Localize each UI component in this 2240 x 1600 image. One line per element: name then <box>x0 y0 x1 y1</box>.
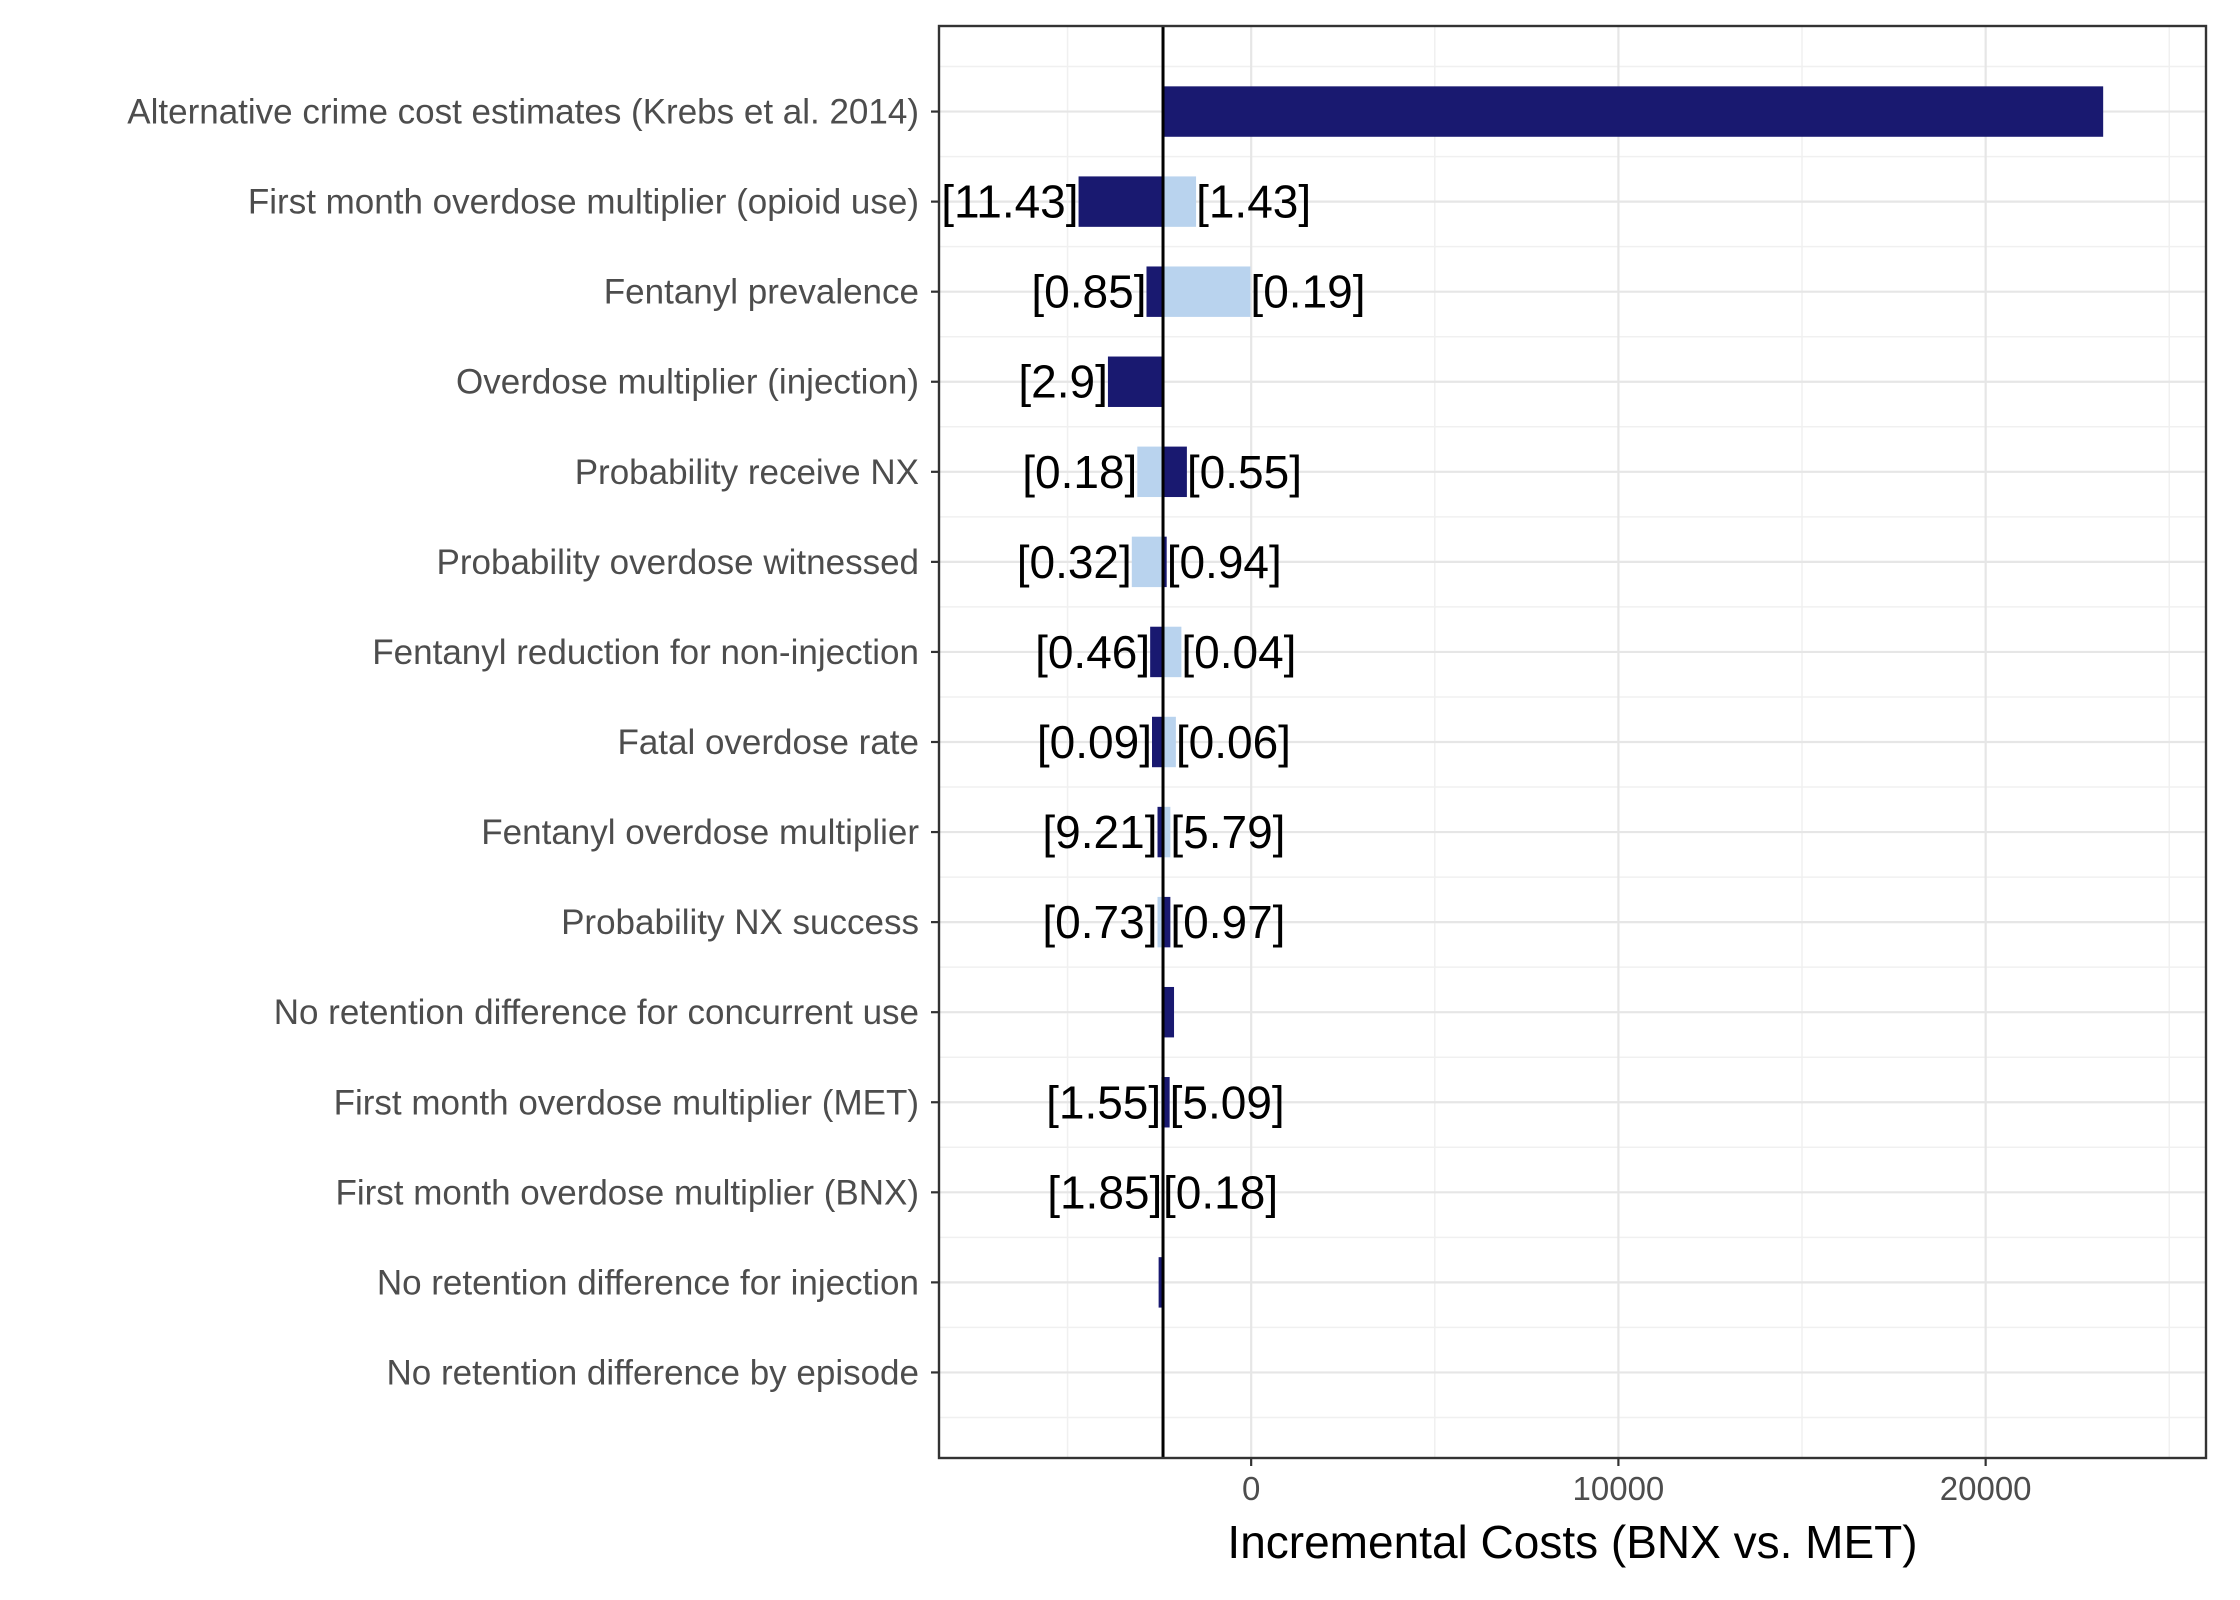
bar-low-label: [11.43] <box>941 176 1078 228</box>
bar-segment <box>1163 266 1251 317</box>
bar-segment <box>1163 1077 1170 1128</box>
x-tick-label: 0 <box>1242 1470 1260 1507</box>
bar-high-label: [0.94] <box>1167 536 1282 588</box>
bar-low-label: [1.55] <box>1046 1076 1161 1128</box>
category-label: Probability overdose witnessed <box>437 543 919 582</box>
bar-low-label: [0.46] <box>1035 626 1150 678</box>
bar-segment <box>1163 446 1187 498</box>
category-label: No retention difference for injection <box>377 1263 919 1302</box>
bar-high-label: [0.04] <box>1181 626 1296 678</box>
bar-low-label: [0.85] <box>1031 266 1146 318</box>
category-axis: Alternative crime cost estimates (Krebs … <box>127 93 939 1392</box>
bar-high-label: [0.19] <box>1250 266 1365 318</box>
bar-segment <box>1107 356 1164 407</box>
bar-segment <box>1163 986 1175 1038</box>
category-label: Probability receive NX <box>575 453 919 492</box>
bars <box>1078 86 2104 1308</box>
bar-segment <box>1152 716 1164 768</box>
category-label: Probability NX success <box>561 903 919 942</box>
x-tick-label: 20000 <box>1940 1470 2032 1507</box>
bar-low-label: [0.32] <box>1017 536 1132 588</box>
bar-segment <box>1137 446 1164 498</box>
category-label: First month overdose multiplier (opioid … <box>248 183 919 222</box>
bar-segment <box>1078 176 1164 227</box>
bar-segment <box>1131 536 1164 588</box>
bar-low-label: [0.09] <box>1037 716 1152 768</box>
bar-high-label: [0.06] <box>1176 716 1291 768</box>
category-label: No retention difference by episode <box>387 1353 920 1392</box>
category-label: Fentanyl reduction for non-injection <box>372 633 919 672</box>
category-label: Fentanyl overdose multiplier <box>481 813 919 852</box>
bar-segment <box>1146 266 1164 317</box>
bar-segment <box>1163 536 1167 588</box>
bar-segment <box>1163 86 2104 137</box>
bar-low-label: [9.21] <box>1042 806 1157 858</box>
bar-low-label: [0.73] <box>1042 896 1157 948</box>
bar-low-label: [1.85] <box>1047 1166 1162 1218</box>
category-label: Fentanyl prevalence <box>604 273 919 312</box>
x-axis: 0 10000 20000 <box>1242 1458 2032 1507</box>
bar-segment <box>1157 896 1164 948</box>
bar-segment <box>1163 176 1197 227</box>
bar-segment <box>1163 626 1182 678</box>
category-label: Fatal overdose rate <box>617 723 919 762</box>
bar-low-label: [0.18] <box>1022 446 1137 498</box>
x-tick-label: 10000 <box>1573 1470 1665 1507</box>
bar-low-label: [2.9] <box>1018 356 1108 408</box>
bar-high-label: [5.79] <box>1170 806 1285 858</box>
bar-high-label: [5.09] <box>1170 1076 1285 1128</box>
bar-segment <box>1163 806 1171 858</box>
bar-high-label: [1.43] <box>1196 176 1311 228</box>
category-label: Alternative crime cost estimates (Krebs … <box>127 93 919 132</box>
category-label: Overdose multiplier (injection) <box>456 363 919 402</box>
category-label: First month overdose multiplier (BNX) <box>336 1173 920 1212</box>
bar-segment <box>1163 896 1171 948</box>
bar-high-label: [0.18] <box>1163 1166 1278 1218</box>
x-axis-title: Incremental Costs (BNX vs. MET) <box>1227 1516 1917 1568</box>
category-label: No retention difference for concurrent u… <box>274 993 919 1032</box>
gridlines <box>939 26 2206 1458</box>
bar-segment <box>1163 716 1176 768</box>
bar-segment <box>1158 1257 1164 1308</box>
bar-segment <box>1157 806 1164 858</box>
bar-labels: [11.43] [1.43] [0.85] [0.19] [2.9] [0.18] [0.5… <box>941 176 1365 1219</box>
category-label: First month overdose multiplier (MET) <box>334 1083 919 1122</box>
bar-high-label: [0.55] <box>1187 446 1302 498</box>
bar-segment <box>1150 626 1164 678</box>
bar-high-label: [0.97] <box>1170 896 1285 948</box>
